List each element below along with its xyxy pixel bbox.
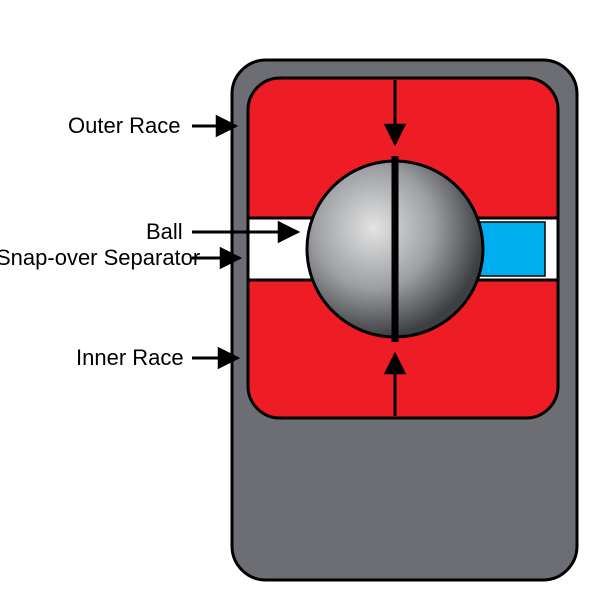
- label-inner-race: Inner Race: [76, 345, 184, 371]
- label-outer-race: Outer Race: [68, 113, 181, 139]
- diagram-svg: [0, 0, 600, 600]
- bearing-diagram: Outer Race Ball Snap-over Separator Inne…: [0, 0, 600, 600]
- separator: [480, 222, 545, 276]
- label-ball: Ball: [146, 219, 183, 245]
- label-separator: Snap-over Separator: [0, 245, 200, 271]
